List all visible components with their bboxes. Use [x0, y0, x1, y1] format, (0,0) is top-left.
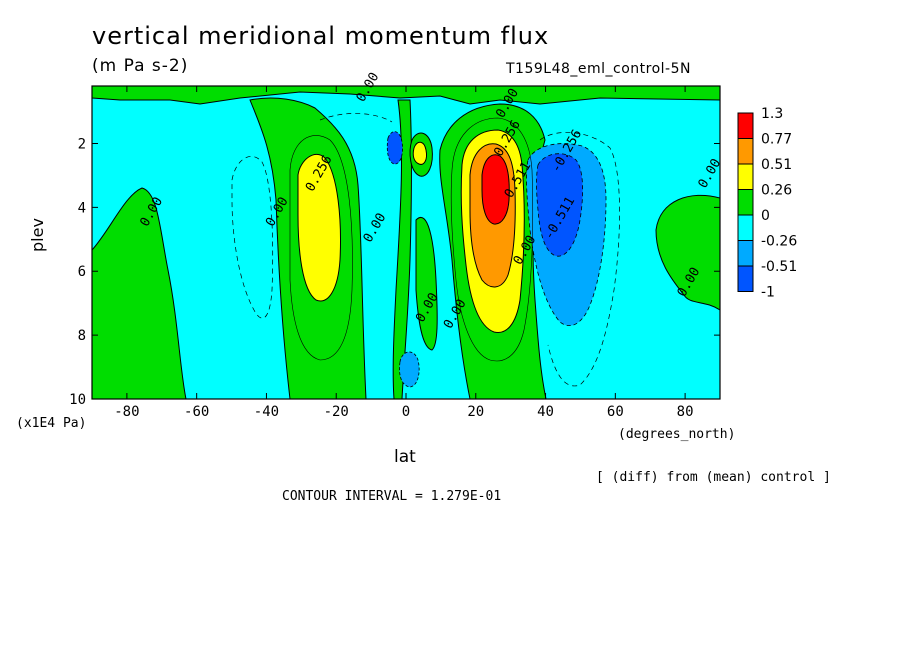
- contour-region-026-eq: [412, 141, 427, 165]
- colorbar-swatch-5: [737, 240, 754, 267]
- colorbar: 1.3 0.77 0.51 0.26 0 -0.26 -0.51 -1: [737, 106, 797, 301]
- colorbar-swatch-3: [737, 189, 754, 216]
- x-tick-label-1: -60: [184, 404, 209, 420]
- x-axis-label: lat: [394, 447, 416, 467]
- shaded-contours: [92, 86, 720, 399]
- colorbar-label-1: 0.77: [761, 132, 792, 148]
- axis-ticks: -80 -60 -40 -20 0 20 40 60 80 2 4 6 8 10: [69, 86, 720, 420]
- contour-region-neg-eq-upper: [386, 131, 403, 165]
- colorbar-label-7: -1: [761, 285, 775, 301]
- colorbar-label-4: 0: [761, 208, 770, 224]
- chart-title: vertical meridional momentum flux: [92, 22, 550, 50]
- colorbar-label-2: 0.51: [761, 157, 792, 173]
- diff-note: [ (diff) from (mean) control ]: [596, 470, 831, 485]
- contour-region-neg-051: [536, 153, 584, 257]
- x-tick-label-4: 0: [402, 404, 410, 420]
- contour-region-pos-sh-west: [92, 187, 187, 399]
- contour-region-077: [481, 154, 510, 225]
- contour-region-pos-eq-tongue: [415, 217, 438, 351]
- y-axis-units: (x1E4 Pa): [16, 416, 87, 431]
- contour-region-pos-top: [92, 86, 720, 105]
- colorbar-label-5: -0.26: [761, 234, 797, 250]
- x-tick-label-2: -40: [254, 404, 279, 420]
- colorbar-label-6: -0.51: [761, 259, 797, 275]
- colorbar-label-0: 1.3: [761, 106, 783, 122]
- chart-units: (m Pa s-2): [92, 56, 189, 76]
- colorbar-label-3: 0.26: [761, 183, 792, 199]
- x-tick-label-3: -20: [324, 404, 349, 420]
- colorbar-swatch-1: [737, 138, 754, 165]
- contour-line-nh-dashed: [539, 132, 620, 387]
- x-tick-label-7: 60: [607, 404, 624, 420]
- x-tick-label-5: 20: [467, 404, 484, 420]
- contour-region-026-sh: [297, 153, 341, 302]
- contour-region-neg-eq-lower: [399, 351, 420, 388]
- contour-interval: CONTOUR INTERVAL = 1.279E-01: [282, 489, 502, 504]
- colorbar-swatch-0: [737, 112, 754, 139]
- contour-line-sh-dashed: [231, 156, 274, 319]
- contour-line-nh-outer: [450, 117, 534, 362]
- contour-region-pos-nh-east: [655, 194, 720, 311]
- contour-line-top-dashed: [319, 113, 393, 123]
- colorbar-swatch-2: [737, 163, 754, 190]
- y-tick-label-1: 4: [78, 200, 86, 216]
- x-tick-label-6: 40: [537, 404, 554, 420]
- run-name: T159L48_eml_control-5N: [506, 61, 691, 77]
- y-tick-label-3: 8: [78, 328, 86, 344]
- colorbar-swatch-6: [737, 265, 754, 292]
- x-axis-units: (degrees_north): [618, 427, 736, 442]
- y-tick-label-2: 6: [78, 264, 86, 280]
- y-tick-label-0: 2: [78, 136, 86, 152]
- colorbar-swatch-4: [737, 214, 754, 241]
- contour-region-pos-eq-thin: [392, 99, 412, 399]
- x-tick-label-0: -80: [114, 404, 139, 420]
- x-tick-label-8: 80: [677, 404, 694, 420]
- y-tick-label-4: 10: [69, 392, 86, 408]
